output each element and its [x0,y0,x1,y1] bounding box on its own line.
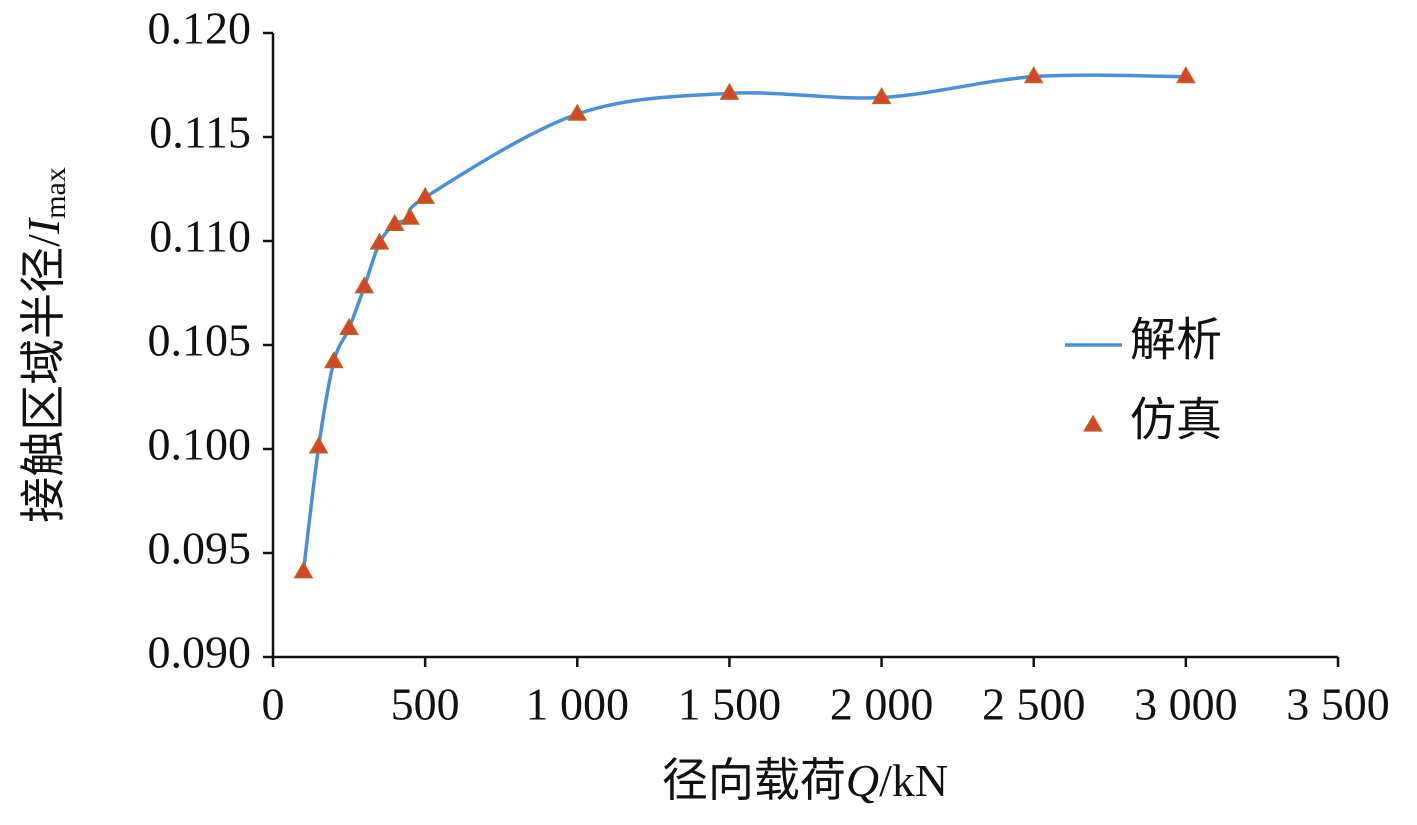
marker [308,436,329,454]
marker [293,561,314,579]
y-tick-label: 0.100 [148,419,252,470]
x-tick-label: 1 000 [526,679,630,730]
x-tick-label: 500 [391,679,460,730]
y-tick-label: 0.110 [149,211,251,262]
y-tick-label: 0.115 [149,107,251,158]
x-tick-label: 1 500 [678,679,782,730]
line [301,73,1186,572]
marker [1023,66,1044,84]
x-tick-label: 2 500 [982,679,1086,730]
marker [567,103,588,121]
x-tick-label: 2 000 [830,679,934,730]
marker [369,232,390,250]
marker [871,86,892,105]
y-tick-label: 0.105 [148,315,252,366]
marker [415,186,435,204]
y-tick-label: 0.095 [148,523,252,574]
legend-marker [1083,414,1103,432]
marker [339,317,359,335]
x-tick-label: 3 000 [1134,679,1238,730]
marker [324,351,344,369]
y-tick-label: 0.120 [148,3,252,54]
marker [384,213,405,231]
marker [1176,66,1196,84]
legend-label: 解析 [1130,315,1222,366]
y-axis-label: 接触区域半径/Imax [18,167,72,523]
x-tick-label: 3 500 [1286,679,1390,730]
y-tick-label: 0.090 [148,627,252,678]
x-tick-label: 0 [262,679,285,730]
x-axis-label: 径向载荷Q/kN [662,755,948,806]
legend-label: 仿真 [1130,395,1222,446]
marker [354,276,375,294]
marker [400,207,420,225]
marker [719,82,740,100]
